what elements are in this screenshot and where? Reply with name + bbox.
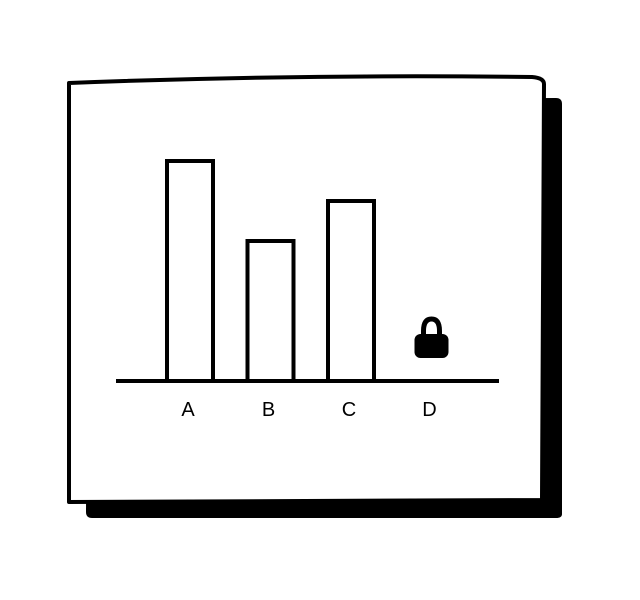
- x-tick-label-c: C: [342, 399, 356, 421]
- x-tick-label-a: A: [181, 399, 195, 421]
- card-frame: [67, 74, 546, 504]
- lock-icon: [414, 316, 449, 358]
- bar-b: [245, 239, 296, 383]
- x-tick-label-d: D: [422, 399, 436, 421]
- bar-a: [165, 159, 215, 383]
- plot-area: A B C D: [116, 159, 499, 421]
- bar-c: [326, 199, 376, 383]
- x-tick-label-b: B: [262, 399, 275, 421]
